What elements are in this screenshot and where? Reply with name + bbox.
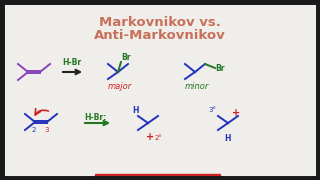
- Text: 3°: 3°: [208, 107, 216, 113]
- Text: H-Br:: H-Br:: [84, 114, 106, 123]
- Text: Br: Br: [215, 64, 225, 73]
- Text: H: H: [225, 134, 231, 143]
- Text: H-Br: H-Br: [62, 58, 82, 67]
- Text: +: +: [232, 108, 240, 118]
- Text: minor: minor: [185, 82, 209, 91]
- Text: major: major: [108, 82, 132, 91]
- Text: H: H: [133, 106, 139, 115]
- Text: 2: 2: [32, 127, 36, 133]
- Text: 3: 3: [45, 127, 49, 133]
- Text: Br: Br: [121, 53, 131, 62]
- Text: 2°: 2°: [155, 135, 163, 141]
- Text: +: +: [146, 132, 154, 142]
- Text: Markovnikov vs.: Markovnikov vs.: [99, 15, 221, 28]
- Bar: [95, 174, 220, 178]
- Text: Anti-Markovnikov: Anti-Markovnikov: [94, 28, 226, 42]
